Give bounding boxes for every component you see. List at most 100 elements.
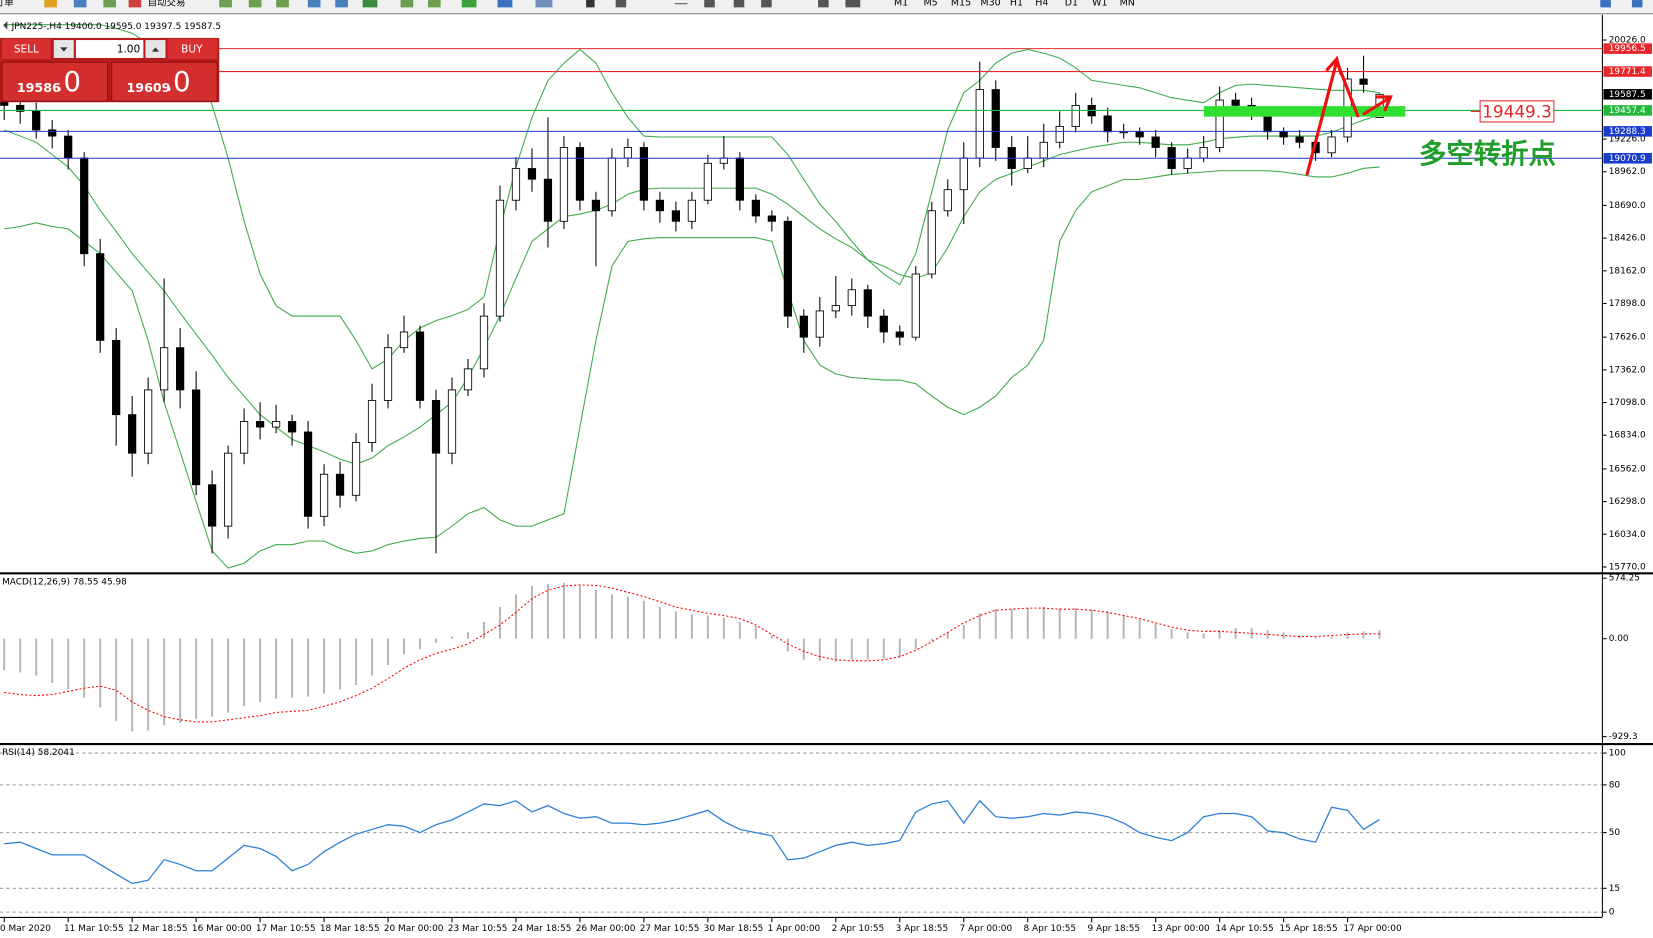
candle-body bbox=[96, 253, 105, 341]
candle-body bbox=[176, 347, 185, 391]
timeframe-button[interactable]: MN bbox=[1120, 0, 1135, 9]
x-tick-label: 3 Apr 18:55 bbox=[896, 924, 949, 934]
toolbar-icon[interactable] bbox=[704, 0, 715, 8]
candle-body bbox=[1215, 99, 1224, 148]
ask-price[interactable]: 19609 bbox=[127, 80, 171, 95]
timeframe-button[interactable]: M15 bbox=[951, 0, 971, 9]
x-tick-label: 26 Mar 00:00 bbox=[576, 924, 636, 934]
toolbar-icon[interactable] bbox=[818, 0, 829, 8]
toolbar-icon[interactable] bbox=[44, 0, 57, 8]
candle-body bbox=[271, 421, 281, 428]
buy-label[interactable]: BUY bbox=[181, 44, 203, 56]
toolbar-icon[interactable] bbox=[761, 0, 772, 8]
candle-body bbox=[16, 104, 25, 112]
candle-body bbox=[335, 473, 345, 496]
candle-body bbox=[719, 157, 728, 164]
toolbar-icon[interactable] bbox=[845, 0, 861, 8]
candle-body bbox=[160, 347, 169, 391]
timeframe-button[interactable]: W1 bbox=[1092, 0, 1107, 9]
sell-label[interactable]: SELL bbox=[14, 44, 39, 56]
bid-fraction[interactable]: .0 bbox=[55, 67, 81, 98]
y-tick-label: 16298.0 bbox=[1609, 497, 1646, 507]
lot-down-icon bbox=[60, 47, 68, 52]
candle-body bbox=[192, 389, 201, 486]
candle-body bbox=[895, 331, 904, 338]
toolbar-icon[interactable] bbox=[307, 0, 321, 8]
toolbar-icon[interactable] bbox=[1600, 0, 1611, 8]
pane-separator bbox=[0, 743, 1653, 746]
toolbar-icon[interactable] bbox=[615, 0, 627, 8]
candle-body bbox=[607, 157, 617, 212]
buy-button[interactable] bbox=[167, 38, 218, 60]
x-tick-label: 27 Mar 10:55 bbox=[640, 924, 700, 934]
candle-body bbox=[399, 331, 409, 349]
timeframe-button[interactable]: H1 bbox=[1010, 0, 1023, 9]
candle-body bbox=[943, 189, 952, 212]
x-tick-label: 7 Apr 00:00 bbox=[960, 924, 1013, 934]
sell-button[interactable] bbox=[2, 38, 51, 60]
toolbar-item[interactable]: 新订单 bbox=[0, 0, 14, 9]
candle-body bbox=[303, 431, 313, 517]
toolbar-icon[interactable] bbox=[1631, 0, 1643, 8]
toolbar-icon[interactable] bbox=[128, 0, 142, 8]
candle-body bbox=[527, 168, 537, 180]
pane-title: RSI(14) 58.2041 bbox=[2, 748, 75, 758]
timeframe-button[interactable]: M5 bbox=[923, 0, 937, 9]
timeframe-button[interactable]: M1 bbox=[894, 0, 908, 9]
drawn-arrows bbox=[1305, 55, 1393, 176]
x-tick-label: 15 Apr 18:55 bbox=[1279, 924, 1337, 934]
x-tick-label: 14 Apr 10:55 bbox=[1215, 924, 1273, 934]
price-line-label: 19771.4 bbox=[1609, 67, 1646, 77]
candle-body bbox=[239, 421, 249, 454]
timeframe-button[interactable]: D1 bbox=[1065, 0, 1078, 9]
lot-value[interactable]: 1.00 bbox=[117, 44, 140, 56]
candle-body bbox=[1359, 78, 1368, 85]
timeframe-button[interactable]: M30 bbox=[980, 0, 1000, 9]
toolbar-icon[interactable] bbox=[733, 0, 745, 8]
toolbar-icon[interactable] bbox=[400, 0, 414, 8]
pivot-level-box bbox=[1479, 100, 1555, 123]
candle-body bbox=[112, 339, 121, 416]
candle-body bbox=[208, 484, 217, 527]
ask-fraction[interactable]: .0 bbox=[164, 67, 190, 98]
price-line-tag bbox=[1603, 66, 1652, 77]
toolbar-icon[interactable] bbox=[461, 0, 477, 8]
y-tick-label: 15 bbox=[1609, 884, 1620, 894]
price-line-tag bbox=[1603, 152, 1652, 164]
pivot-level-bar bbox=[1203, 106, 1406, 117]
toolbar-icon[interactable] bbox=[335, 0, 348, 8]
toolbar-icon[interactable] bbox=[219, 0, 232, 8]
candle-body bbox=[351, 442, 361, 496]
toolbar-icon[interactable] bbox=[497, 0, 513, 8]
toolbar-icon[interactable] bbox=[535, 0, 553, 8]
x-tick-label: 13 Apr 00:00 bbox=[1151, 924, 1210, 934]
trade-panel: SELL 1.00 BUY 19586 .0 19609 .0 bbox=[0, 37, 220, 103]
y-tick-label: 18962.0 bbox=[1609, 167, 1646, 177]
candle-body bbox=[1023, 157, 1032, 169]
candle-body bbox=[1055, 126, 1064, 143]
last-price-label: 19587.5 bbox=[1609, 90, 1646, 100]
toolbar-icon[interactable] bbox=[248, 0, 262, 8]
toolbar-icon[interactable] bbox=[276, 0, 289, 8]
toolbar-icon[interactable] bbox=[674, 3, 688, 5]
toolbar-icon[interactable] bbox=[362, 0, 378, 8]
toolbar: 新订单 自动交易 M1 M5 M15 M30 H1 H4 D1 W1 MN bbox=[0, 0, 1653, 15]
x-tick-label: 24 Mar 18:55 bbox=[512, 924, 572, 934]
ask-box[interactable] bbox=[111, 61, 218, 102]
candle-body bbox=[1183, 157, 1192, 169]
toolbar-item[interactable]: 自动交易 bbox=[148, 0, 186, 9]
bid-price[interactable]: 19586 bbox=[17, 80, 61, 95]
candle-body bbox=[799, 315, 808, 338]
toolbar-icon[interactable] bbox=[586, 0, 595, 8]
bid-box[interactable] bbox=[1, 61, 109, 102]
candle-body bbox=[1199, 147, 1208, 159]
toolbar-icon[interactable] bbox=[73, 0, 87, 8]
candle-body bbox=[319, 473, 329, 517]
toolbar-icon[interactable] bbox=[103, 0, 116, 8]
y-tick-label: 16562.0 bbox=[1609, 464, 1646, 474]
toolbar-icon[interactable] bbox=[428, 0, 441, 8]
lot-input[interactable] bbox=[75, 40, 144, 58]
timeframe-button[interactable]: H4 bbox=[1035, 0, 1048, 9]
y-tick-label: 17098.0 bbox=[1609, 398, 1646, 408]
